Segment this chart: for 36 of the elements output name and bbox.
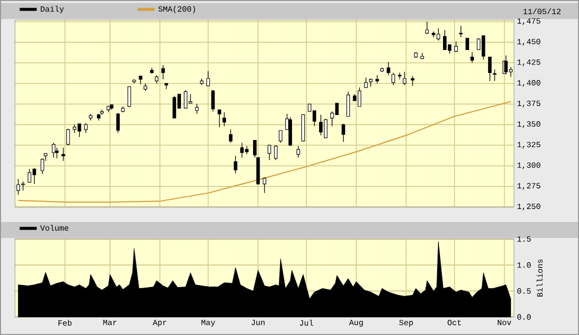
candlestick — [222, 112, 226, 127]
line-series — [18, 101, 512, 203]
candlestick — [342, 123, 346, 142]
candlestick — [62, 147, 66, 162]
candlestick — [228, 129, 232, 144]
candlestick — [195, 104, 199, 114]
candlestick — [346, 91, 350, 117]
candlestick — [466, 38, 470, 50]
candlestick — [52, 142, 56, 158]
candlestick — [211, 90, 215, 112]
candlestick — [218, 109, 222, 128]
candlestick — [262, 176, 266, 194]
candlestick — [454, 41, 458, 52]
candlestick — [128, 86, 132, 108]
candlestick — [392, 72, 396, 86]
candlestick — [425, 21, 429, 34]
candlestick — [296, 146, 300, 158]
candlestick — [274, 144, 278, 160]
candlestick — [206, 70, 210, 86]
candlestick — [84, 122, 88, 134]
candlestick — [488, 56, 492, 82]
candlestick — [55, 147, 59, 159]
candlestick — [364, 77, 368, 88]
candlestick — [492, 69, 496, 82]
candlestick — [386, 62, 390, 76]
candlestick — [410, 76, 414, 86]
candlestick — [402, 72, 406, 86]
candlestick — [268, 144, 272, 160]
candlestick — [116, 112, 120, 134]
candlestick — [161, 64, 165, 80]
candlestick — [459, 25, 463, 38]
candlestick — [470, 52, 474, 64]
candlestick — [234, 156, 238, 174]
candlestick — [40, 158, 44, 174]
candlestick — [66, 128, 70, 146]
candlestick — [278, 130, 282, 144]
